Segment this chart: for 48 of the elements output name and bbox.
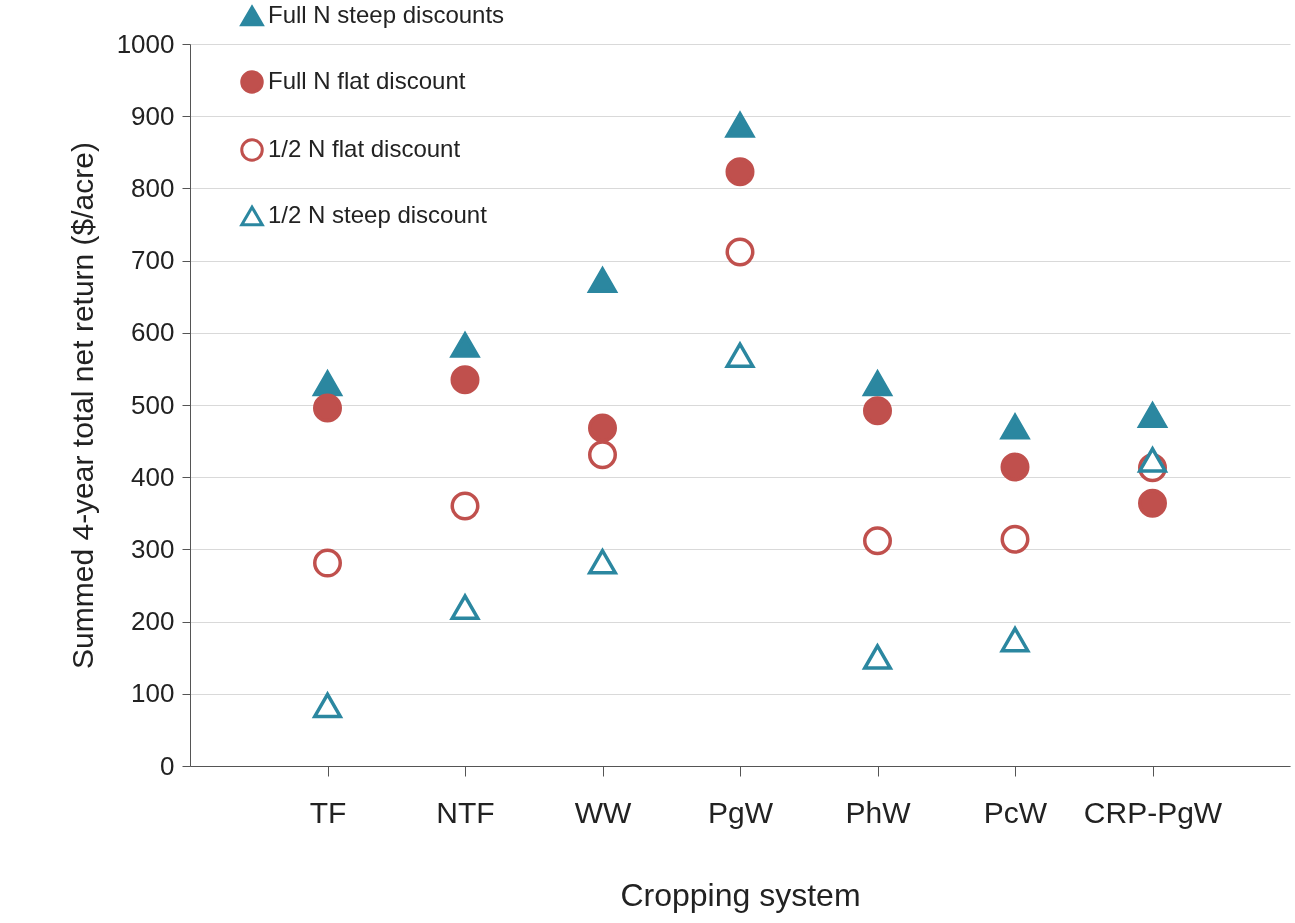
y-tick-label: 0 (160, 750, 175, 781)
x-tick-label: CRP-PgW (1083, 795, 1223, 829)
point (588, 440, 617, 470)
point (588, 548, 617, 575)
point (725, 342, 755, 368)
point (588, 413, 617, 443)
y-tick-label: 1000 (116, 28, 175, 59)
y-tick-label: 600 (131, 317, 175, 348)
point (1138, 402, 1167, 428)
y-axis-title: Summed 4-year total net return ($/acre) (65, 142, 99, 669)
point (1000, 626, 1030, 653)
legend-label: 1/2 N steep discount (268, 201, 488, 228)
point (1138, 447, 1167, 473)
y-tick-label: 900 (131, 100, 175, 131)
point (450, 332, 480, 358)
point (863, 644, 892, 670)
x-axis-title: Cropping system (620, 876, 861, 913)
x-tick-label: NTF (436, 795, 495, 829)
point (725, 112, 755, 138)
point (588, 267, 617, 293)
point (725, 157, 755, 187)
point (450, 365, 480, 395)
legend-label: Full N steep discounts (268, 1, 505, 28)
x-tick-label: PcW (983, 795, 1048, 829)
point (1000, 452, 1030, 482)
point (1000, 413, 1030, 440)
point (313, 548, 342, 578)
point (863, 526, 892, 556)
y-tick-label: 800 (131, 172, 175, 203)
x-tick-label: WW (574, 795, 632, 829)
point (450, 491, 480, 521)
y-tick-label: 700 (131, 245, 175, 276)
point (863, 396, 892, 426)
point (1138, 488, 1167, 518)
y-tick-label: 400 (131, 461, 175, 492)
y-tick-label: 100 (131, 678, 175, 709)
point (725, 237, 755, 267)
x-tick-label: PgW (707, 795, 774, 829)
y-tick-label: 300 (131, 533, 175, 564)
point (450, 594, 480, 620)
x-tick-label: PhW (845, 795, 912, 829)
y-tick-label: 500 (131, 389, 175, 420)
x-tick-label: TF (309, 795, 347, 829)
point (1000, 524, 1030, 554)
point (313, 393, 342, 423)
legend-label: Full N flat discount (268, 67, 466, 94)
legend-label: 1/2 N flat discount (268, 135, 461, 162)
y-tick-label: 200 (131, 606, 175, 637)
